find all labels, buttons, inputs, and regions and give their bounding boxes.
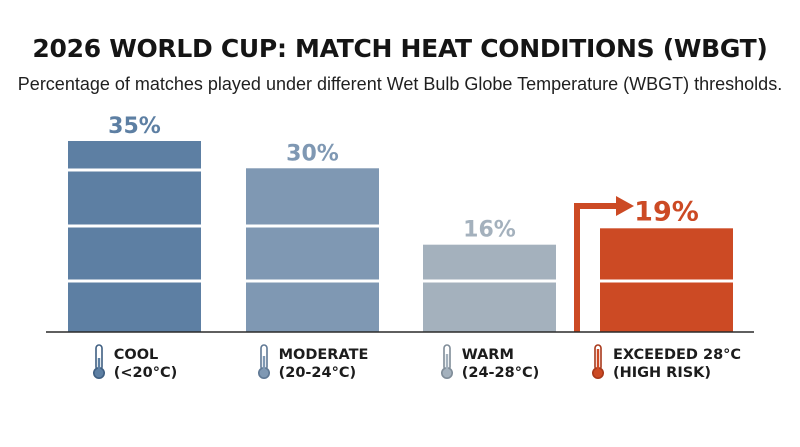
- thermometer-icon: [257, 343, 271, 385]
- highlight-arrow-head: [616, 196, 634, 216]
- data-label: 16%: [463, 218, 516, 243]
- category-name: COOL: [113, 347, 159, 363]
- category-label-cool: COOL (<20°C): [68, 343, 201, 385]
- bar-divider: [68, 279, 201, 283]
- bar-divider: [68, 224, 201, 228]
- category-range: (<20°C): [113, 365, 178, 381]
- thermometer-icon: [440, 343, 454, 385]
- category-range: (HIGH RISK): [612, 365, 712, 381]
- category-range: (20-24°C): [278, 365, 357, 381]
- bar: [246, 168, 379, 332]
- highlight-arrow: [574, 203, 620, 332]
- data-label: 30%: [286, 141, 339, 166]
- category-name: EXCEEDED 28°C: [612, 347, 742, 363]
- category-name: WARM: [461, 347, 514, 363]
- data-label: 19%: [634, 196, 699, 227]
- bar-divider: [68, 168, 201, 172]
- bar: [423, 244, 556, 332]
- chart-subtitle: Percentage of matches played under diffe…: [17, 74, 783, 94]
- category-name: MODERATE: [278, 347, 369, 363]
- bar-divider: [600, 279, 733, 283]
- bar-divider: [246, 279, 379, 283]
- chart-title: 2026 WORLD CUP: MATCH HEAT CONDITIONS (W…: [32, 34, 768, 63]
- category-range: (24-28°C): [461, 365, 540, 381]
- category-label-moderate: MODERATE (20-24°C): [246, 343, 379, 385]
- data-label: 35%: [108, 114, 161, 139]
- bar: [68, 141, 201, 332]
- thermometer-icon: [92, 343, 106, 385]
- bar-divider: [246, 224, 379, 228]
- bar-divider: [423, 279, 556, 283]
- category-label-warm: WARM (24-28°C): [423, 343, 556, 385]
- thermometer-icon: [591, 343, 605, 385]
- category-label-exceeded: EXCEEDED 28°C (HIGH RISK): [578, 343, 754, 385]
